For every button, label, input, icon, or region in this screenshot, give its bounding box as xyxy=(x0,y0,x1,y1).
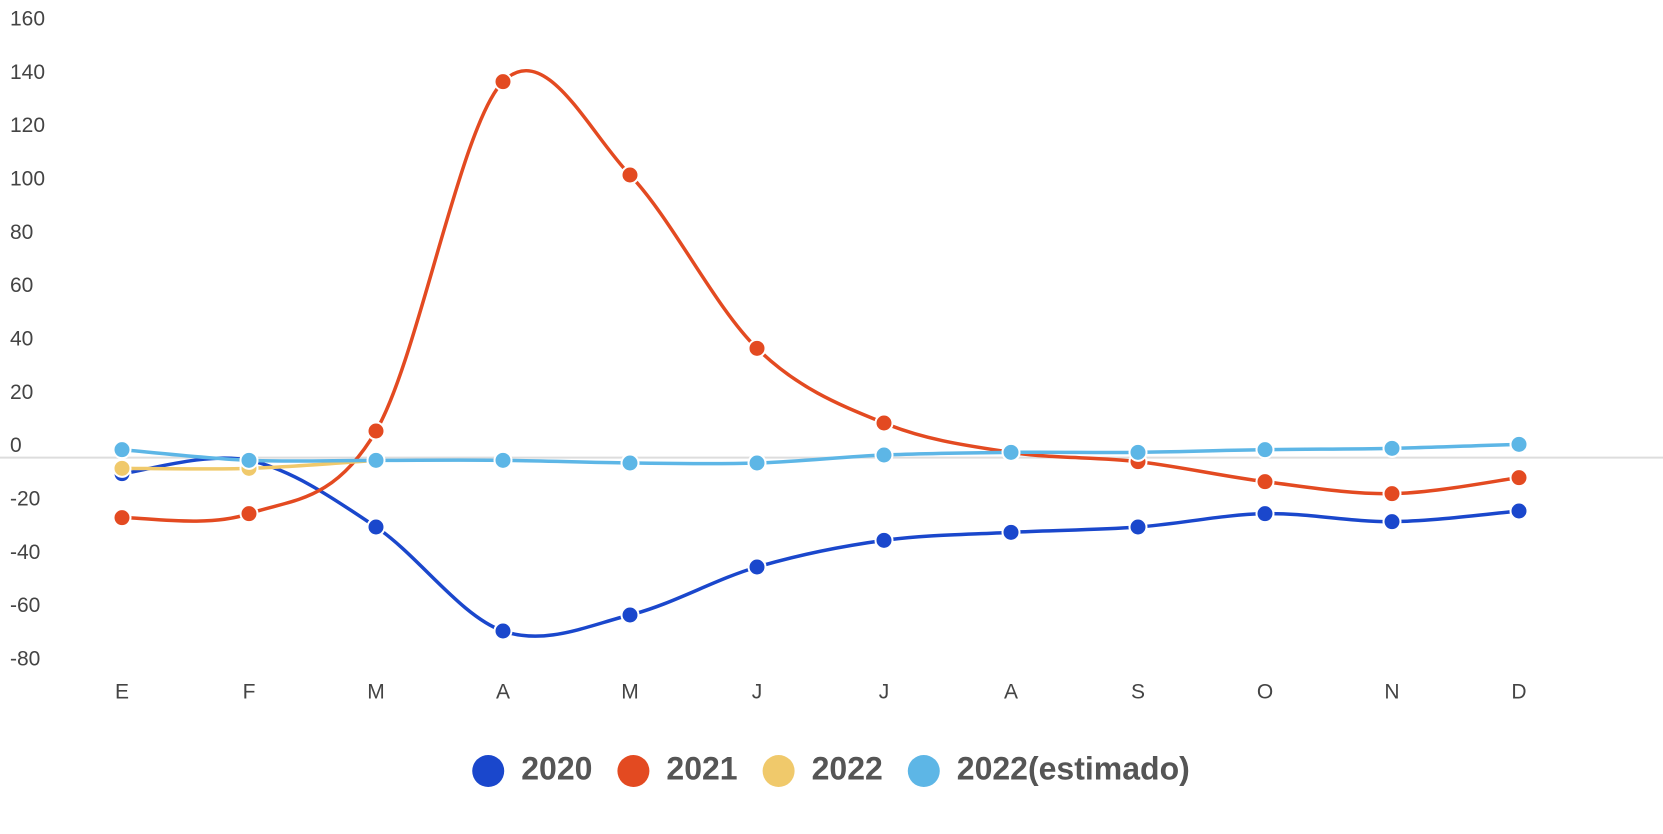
legend-marker xyxy=(907,755,940,787)
y-tick-label: 140 xyxy=(10,61,45,84)
x-tick-label: J xyxy=(752,681,763,704)
x-tick-label: J xyxy=(879,681,890,704)
data-point xyxy=(493,72,513,92)
data-point xyxy=(620,165,640,185)
x-tick-label: M xyxy=(367,681,385,704)
data-point xyxy=(112,458,132,478)
legend-label: 2022(estimado) xyxy=(957,750,1190,786)
y-tick-label: 60 xyxy=(10,274,33,297)
data-point xyxy=(493,621,513,641)
legend-label: 2020 xyxy=(521,750,592,786)
data-point xyxy=(1128,517,1148,537)
data-point xyxy=(620,605,640,625)
y-tick-label: 100 xyxy=(10,168,45,191)
data-point xyxy=(874,413,894,433)
legend-label: 2021 xyxy=(666,750,737,786)
data-point xyxy=(1509,434,1529,454)
y-tick-label: 120 xyxy=(10,114,45,137)
x-tick-label: O xyxy=(1257,681,1273,704)
legend-label: 2022 xyxy=(812,750,883,786)
data-point xyxy=(366,517,386,537)
data-point xyxy=(874,445,894,465)
data-point xyxy=(747,557,767,577)
data-point xyxy=(747,453,767,473)
data-point xyxy=(1382,438,1402,458)
x-tick-label: N xyxy=(1384,681,1399,704)
legend-marker xyxy=(472,755,505,787)
data-point xyxy=(1001,522,1021,542)
y-tick-label: -80 xyxy=(10,648,40,671)
x-tick-label: A xyxy=(1004,681,1018,704)
data-point xyxy=(366,450,386,470)
data-point xyxy=(1001,442,1021,462)
y-tick-label: 0 xyxy=(10,434,22,457)
data-point xyxy=(874,530,894,550)
legend-marker xyxy=(762,755,795,787)
x-tick-label: E xyxy=(115,681,129,704)
x-tick-label: F xyxy=(243,681,256,704)
x-tick-label: A xyxy=(496,681,510,704)
x-tick-label: M xyxy=(621,681,639,704)
data-point xyxy=(620,453,640,473)
data-point xyxy=(1509,501,1529,521)
legend-marker xyxy=(617,755,650,787)
data-point xyxy=(239,504,259,524)
y-tick-label: 40 xyxy=(10,328,33,351)
data-point xyxy=(1382,484,1402,504)
y-tick-label: -20 xyxy=(10,488,40,511)
data-point xyxy=(366,421,386,441)
y-tick-label: 160 xyxy=(10,8,45,31)
x-tick-label: S xyxy=(1131,681,1145,704)
data-point xyxy=(112,508,132,528)
data-point xyxy=(1382,512,1402,532)
data-point xyxy=(1509,468,1529,488)
x-tick-label: D xyxy=(1511,681,1526,704)
series-line xyxy=(121,442,1520,466)
data-point xyxy=(1255,472,1275,492)
data-point xyxy=(493,450,513,470)
y-tick-label: -40 xyxy=(10,541,40,564)
y-tick-label: 80 xyxy=(10,221,33,244)
y-tick-label: 20 xyxy=(10,381,33,404)
y-tick-label: -60 xyxy=(10,594,40,617)
data-point xyxy=(239,450,259,470)
data-point xyxy=(1255,440,1275,460)
data-point xyxy=(1128,442,1148,462)
series-line xyxy=(121,68,1520,523)
data-point xyxy=(747,338,767,358)
data-point xyxy=(1255,504,1275,524)
data-point xyxy=(112,440,132,460)
